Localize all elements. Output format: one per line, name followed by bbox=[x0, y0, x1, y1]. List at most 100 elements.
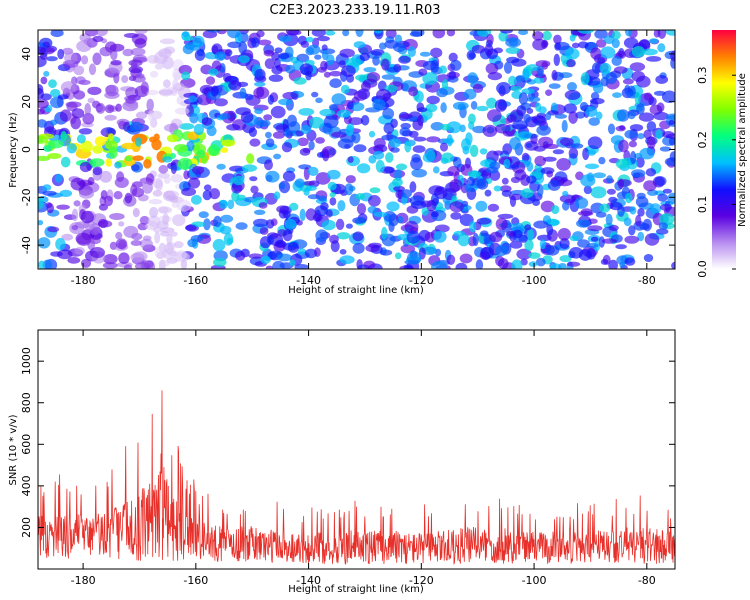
heatmap-cell bbox=[353, 41, 366, 49]
heatmap-cell bbox=[227, 41, 242, 49]
heatmap-cell bbox=[94, 136, 106, 147]
snr-frame bbox=[37, 329, 676, 570]
heatmap-cell bbox=[489, 161, 501, 170]
heatmap-cell bbox=[264, 58, 275, 69]
heatmap-cell bbox=[577, 239, 590, 248]
snr-x-tick-label: -160 bbox=[183, 574, 208, 587]
heatmap-cell bbox=[105, 84, 119, 97]
heatmap-cell bbox=[417, 114, 424, 126]
heatmap-cell bbox=[453, 230, 466, 237]
heatmap-cell bbox=[644, 233, 660, 246]
heatmap-cell bbox=[395, 163, 408, 171]
heatmap-cell bbox=[325, 209, 333, 218]
heatmap-cell bbox=[73, 65, 85, 76]
heatmap-cell bbox=[665, 133, 675, 139]
heatmap-y-tick-label: 0 bbox=[20, 146, 33, 153]
heatmap-cell bbox=[563, 103, 578, 114]
heatmap-cell bbox=[541, 167, 555, 175]
heatmap-cell bbox=[498, 31, 509, 42]
heatmap-cell bbox=[624, 257, 636, 266]
heatmap-cell bbox=[189, 112, 199, 124]
heatmap-cell bbox=[548, 83, 561, 89]
heatmap-cell bbox=[608, 224, 619, 231]
heatmap-cell bbox=[315, 229, 329, 242]
heatmap-cell bbox=[165, 194, 178, 201]
heatmap-cell bbox=[315, 172, 331, 185]
heatmap-cell bbox=[553, 53, 560, 66]
heatmap-cell bbox=[172, 78, 179, 91]
heatmap-cell bbox=[275, 239, 286, 248]
heatmap-cell bbox=[430, 121, 444, 131]
heatmap-cell bbox=[440, 102, 447, 113]
heatmap-cell bbox=[505, 47, 521, 54]
heatmap-cell bbox=[50, 96, 64, 109]
heatmap-cell bbox=[469, 221, 477, 233]
heatmap-cell bbox=[213, 215, 222, 228]
heatmap-cell bbox=[180, 259, 188, 269]
heatmap-cell bbox=[256, 119, 271, 127]
heatmap-cell bbox=[434, 224, 450, 233]
heatmap-cell bbox=[352, 217, 367, 224]
heatmap-cell bbox=[110, 59, 122, 66]
heatmap-cell bbox=[606, 175, 613, 184]
heatmap-cell bbox=[38, 119, 47, 128]
heatmap-cell bbox=[630, 151, 637, 164]
heatmap-cell bbox=[328, 104, 339, 111]
heatmap-cell bbox=[395, 189, 404, 199]
heatmap-cell bbox=[203, 184, 212, 191]
heatmap-cell bbox=[170, 174, 183, 183]
heatmap-cell bbox=[553, 34, 562, 44]
heatmap-cell bbox=[520, 188, 534, 199]
heatmap-cell bbox=[267, 235, 274, 245]
heatmap-cell bbox=[533, 76, 545, 84]
heatmap-cell bbox=[59, 109, 72, 122]
heatmap-cell bbox=[448, 70, 457, 81]
heatmap-cell bbox=[515, 75, 526, 82]
heatmap-cell bbox=[624, 84, 631, 95]
heatmap-cell bbox=[124, 155, 133, 162]
heatmap-cell bbox=[102, 262, 118, 269]
heatmap-cell bbox=[542, 156, 557, 162]
heatmap-cell bbox=[293, 77, 307, 85]
heatmap-cell bbox=[497, 213, 514, 219]
heatmap-cell bbox=[274, 47, 283, 54]
heatmap-cell bbox=[282, 91, 298, 100]
heatmap-cell bbox=[656, 228, 669, 235]
heatmap-cell bbox=[162, 248, 177, 260]
heatmap-cell bbox=[449, 201, 464, 213]
heatmap-cell bbox=[404, 259, 420, 265]
heatmap-x-tick-label: -140 bbox=[296, 274, 321, 287]
heatmap-cell bbox=[110, 49, 118, 61]
heatmap-cell bbox=[115, 103, 122, 112]
heatmap-cell bbox=[323, 115, 339, 129]
heatmap-cell bbox=[123, 225, 139, 238]
heatmap-cell bbox=[629, 62, 646, 72]
heatmap-cell bbox=[484, 189, 492, 197]
heatmap-cell bbox=[561, 119, 568, 133]
heatmap-cell bbox=[38, 155, 51, 161]
heatmap-cell bbox=[206, 30, 221, 33]
heatmap-cell bbox=[130, 240, 142, 246]
heatmap-cell bbox=[80, 210, 94, 224]
heatmap-cell bbox=[634, 91, 641, 105]
heatmap-cell bbox=[600, 76, 609, 87]
heatmap-cell bbox=[472, 83, 484, 93]
heatmap-cell bbox=[42, 259, 53, 269]
colorbar-tick-label: 0.2 bbox=[696, 131, 709, 149]
heatmap-cell bbox=[308, 140, 315, 151]
heatmap-cell bbox=[178, 123, 195, 130]
heatmap-cell bbox=[523, 113, 531, 123]
heatmap-cell bbox=[448, 52, 458, 62]
heatmap-cell bbox=[229, 165, 245, 172]
heatmap-cell bbox=[153, 133, 160, 141]
heatmap-cell bbox=[546, 224, 554, 236]
heatmap-cell bbox=[289, 259, 296, 266]
heatmap-cell bbox=[294, 178, 305, 188]
heatmap-cell bbox=[578, 249, 592, 261]
heatmap-cell bbox=[466, 50, 476, 61]
heatmap-cell bbox=[653, 111, 669, 121]
heatmap-cell bbox=[552, 149, 565, 155]
heatmap-cell bbox=[588, 117, 600, 126]
heatmap-cell bbox=[187, 238, 198, 248]
heatmap-cell bbox=[192, 35, 205, 48]
